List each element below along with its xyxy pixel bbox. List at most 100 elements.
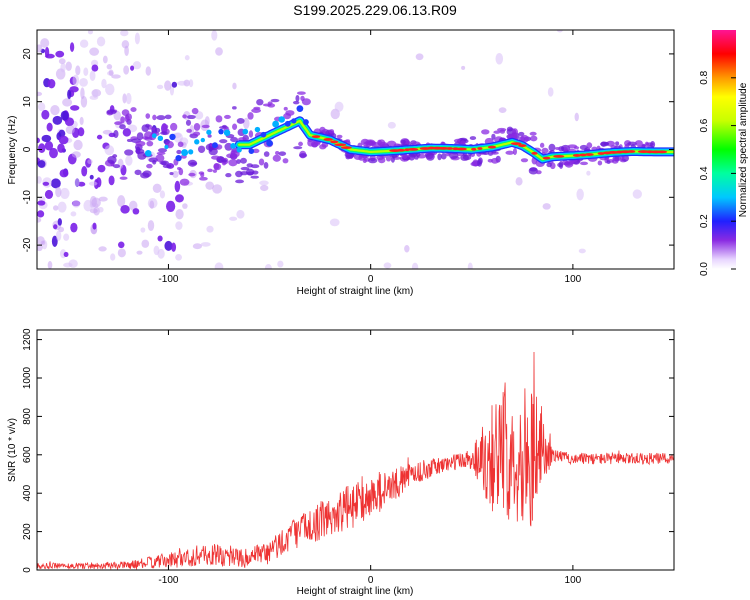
- spectral-noise-blob: [37, 244, 43, 252]
- colorbar-tick-label: 0.0: [699, 262, 710, 276]
- spectral-noise-blob: [37, 91, 43, 97]
- spectral-band-blob: [247, 112, 254, 120]
- spectral-noise-blob: [68, 259, 78, 268]
- spectral-band-blob: [299, 153, 308, 158]
- spectral-band-blob: [157, 148, 168, 153]
- spectral-band-blob: [481, 129, 490, 135]
- spectral-band-blob: [156, 151, 166, 155]
- spectral-noise-blob: [72, 74, 80, 87]
- spectral-ridge-dot: [164, 144, 169, 150]
- spectral-band-blob: [539, 142, 545, 148]
- spectral-band-blob: [212, 169, 217, 173]
- x-tick-label: 100: [565, 274, 582, 285]
- spectral-band-blob: [177, 167, 182, 171]
- spectral-band-blob: [225, 173, 232, 178]
- spectral-peak: [396, 148, 406, 152]
- spectral-peak: [323, 138, 333, 141]
- spectral-noise-blob: [96, 134, 103, 140]
- spectral-band-blob: [449, 152, 459, 159]
- spectral-noise-blob: [236, 209, 245, 219]
- spectral-noise-blob: [334, 101, 344, 112]
- spectral-noise-blob: [51, 235, 58, 247]
- x-tick-label: -100: [158, 575, 178, 586]
- spectral-noise-blob: [140, 227, 146, 233]
- spectral-band-blob: [207, 168, 213, 173]
- spectral-noise-blob: [55, 230, 62, 241]
- spectral-band-blob: [150, 127, 156, 131]
- spectral-band-blob: [177, 141, 184, 148]
- spectral-band-blob: [142, 170, 152, 178]
- spectral-band-blob: [477, 159, 483, 167]
- spectral-noise-blob: [122, 93, 127, 104]
- y-tick-label: 20: [22, 48, 33, 60]
- spectral-band-blob: [119, 176, 128, 180]
- spectral-band-blob: [275, 151, 280, 155]
- spectral-ridge-dot: [188, 149, 194, 155]
- spectral-ridge-dot: [212, 142, 218, 149]
- x-tick-label: 100: [565, 575, 582, 586]
- spectral-band-blob: [278, 151, 287, 156]
- spectral-noise-blob: [70, 222, 78, 233]
- spectral-noise-blob: [157, 248, 165, 259]
- spectral-band-blob: [345, 139, 351, 143]
- spectral-band-blob: [221, 124, 227, 128]
- spectral-band-blob: [232, 123, 238, 130]
- spectral-noise-blob: [586, 170, 591, 176]
- spectral-band-blob: [535, 170, 542, 175]
- spectral-noise-blob: [62, 98, 73, 107]
- spectral-noise-blob: [79, 39, 89, 48]
- spectral-noise-blob: [175, 194, 184, 203]
- spectral-noise-blob: [42, 181, 50, 186]
- spectral-noise-blob: [574, 112, 579, 122]
- colorbar-tick-label: 0.6: [699, 118, 710, 132]
- spectral-noise-blob: [172, 170, 179, 178]
- spectral-noise-blob: [77, 127, 85, 137]
- spectral-band-blob: [197, 145, 206, 153]
- spectral-peak: [340, 146, 352, 149]
- spectral-peak: [656, 150, 668, 154]
- spectral-band-blob: [285, 110, 295, 116]
- spectral-noise-blob: [243, 117, 250, 130]
- spectral-band-blob: [506, 126, 513, 132]
- spectral-band-blob: [437, 153, 442, 161]
- spectral-peak: [330, 140, 339, 144]
- snr-y-ticks: 0 200 400 600 800 1000 1200: [22, 328, 674, 573]
- spectral-noise-blob: [214, 262, 224, 269]
- spectral-band-blob: [252, 148, 260, 154]
- spectral-band-blob: [329, 129, 335, 134]
- spectral-peak: [311, 135, 321, 138]
- spectral-noise-blob: [177, 80, 187, 86]
- spectral-band-blob: [136, 132, 144, 141]
- spectral-noise-blob: [44, 141, 54, 151]
- spectral-band-blob: [253, 106, 261, 110]
- spectral-noise-blob: [192, 243, 203, 250]
- spectral-ridge-dot: [272, 120, 280, 128]
- spectral-noise-blob: [106, 64, 113, 70]
- spectral-noise-blob: [77, 181, 86, 187]
- spectral-noise-blob: [55, 50, 65, 58]
- spectral-band-blob: [256, 98, 264, 106]
- spectral-noise-blob: [147, 220, 155, 232]
- spectral-band-blob: [211, 155, 221, 160]
- spectral-band-blob: [282, 158, 289, 164]
- spectral-noise-blob: [87, 159, 93, 165]
- spectral-band-blob: [460, 154, 470, 161]
- spectral-ridge-dot: [169, 133, 176, 141]
- spectral-peak: [445, 147, 454, 150]
- spectral-band-blob: [141, 124, 149, 133]
- x-tick-label: 0: [368, 575, 374, 586]
- spectral-band-blob: [400, 139, 406, 144]
- spectral-band-blob: [107, 156, 117, 164]
- spectral-band-blob: [586, 142, 593, 149]
- spectral-band-blob: [135, 148, 145, 154]
- spectral-noise-blob: [411, 262, 419, 269]
- spectral-band-blob: [106, 109, 117, 115]
- spectral-band-blob: [283, 106, 288, 111]
- spectral-noise-blob: [111, 74, 121, 79]
- spectral-ridge-dot: [266, 139, 273, 147]
- spectral-noise-blob: [71, 151, 81, 158]
- spectral-band-blob: [185, 119, 192, 126]
- spectral-noise-blob: [88, 181, 98, 186]
- spectral-noise-blob: [101, 78, 107, 89]
- spectral-band-blob: [529, 131, 537, 136]
